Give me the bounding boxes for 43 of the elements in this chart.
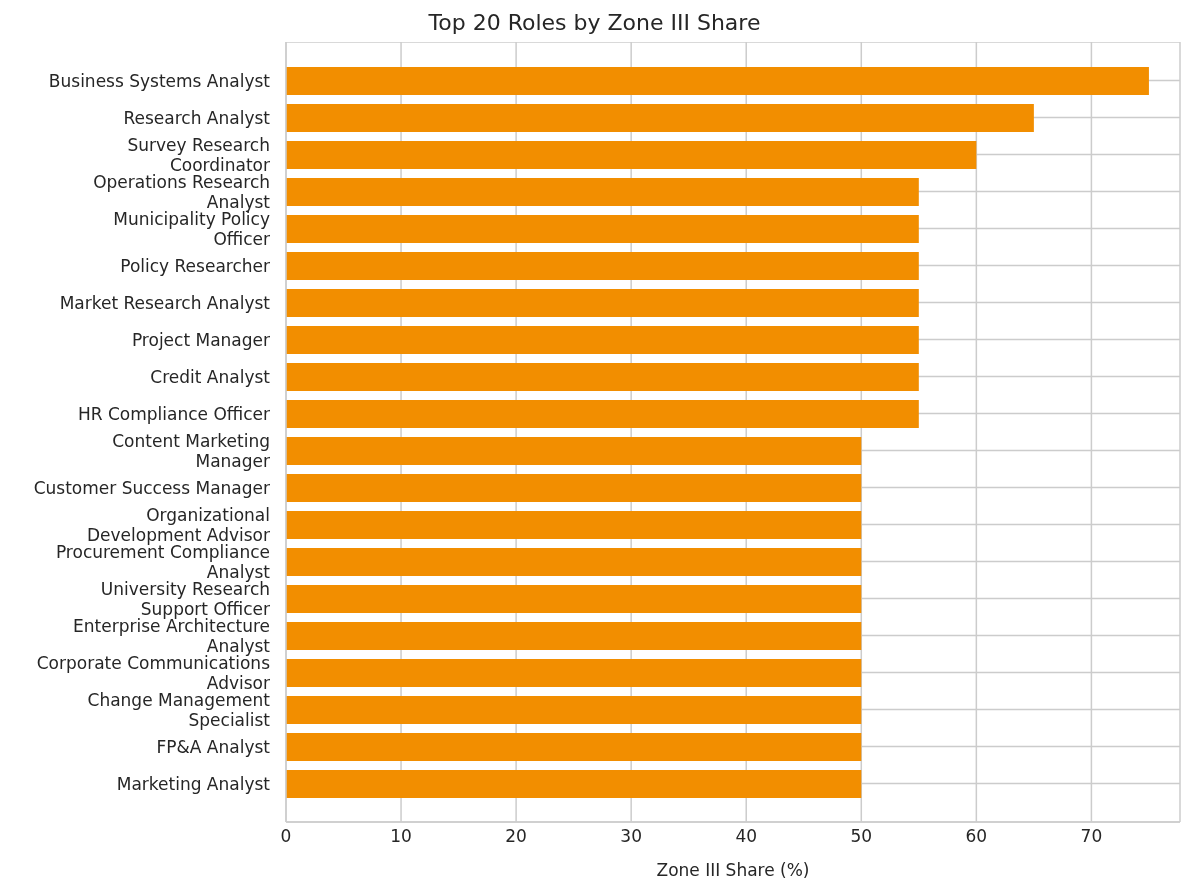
bar (286, 659, 862, 687)
x-tick-label: 20 (505, 826, 527, 847)
bar (286, 252, 919, 280)
x-tick-label: 40 (735, 826, 758, 847)
y-tick-label: HR Compliance Officer (77, 403, 270, 424)
x-tick-label: 70 (1080, 826, 1103, 847)
bar (286, 474, 862, 502)
y-tick-label: Business Systems Analyst (48, 70, 271, 91)
bar (286, 67, 1149, 95)
y-tick-label: Project Manager (131, 329, 270, 350)
y-tick-label: Market Research Analyst (59, 292, 271, 313)
bar (286, 289, 919, 317)
bar (286, 400, 919, 428)
y-tick-label: Change Management Specialist (87, 689, 271, 730)
chart-title: Top 20 Roles by Zone III Share (427, 9, 762, 37)
bar (286, 622, 862, 650)
x-axis-title: Zone III Share (%) (656, 860, 810, 880)
bar (286, 104, 1034, 132)
y-tick-label: Organizational Development Advisor (87, 504, 271, 545)
y-tick-label: Credit Analyst (150, 366, 271, 387)
bar (286, 511, 862, 539)
bar (286, 363, 919, 391)
bar (286, 437, 862, 465)
bar (286, 178, 919, 206)
x-tick-label: 50 (850, 826, 873, 847)
y-tick-label: FP&A Analyst (156, 736, 271, 757)
x-tick-label: 0 (280, 826, 292, 847)
y-tick-label: Marketing Analyst (116, 773, 271, 794)
bar (286, 770, 862, 798)
bar (286, 326, 919, 354)
x-tick-label: 10 (390, 826, 412, 847)
bar (286, 585, 862, 613)
bar (286, 215, 919, 243)
y-tick-label: Customer Success Manager (33, 477, 270, 498)
bar (286, 548, 862, 576)
y-tick-label: Research Analyst (123, 107, 271, 128)
y-tick-label: Content Marketing Manager (112, 430, 270, 471)
bar (286, 696, 862, 724)
x-tick-label: 60 (965, 826, 988, 847)
bar (286, 141, 977, 169)
y-tick-label: Policy Researcher (120, 255, 271, 276)
bar (286, 733, 862, 761)
x-tick-label: 30 (620, 826, 642, 847)
